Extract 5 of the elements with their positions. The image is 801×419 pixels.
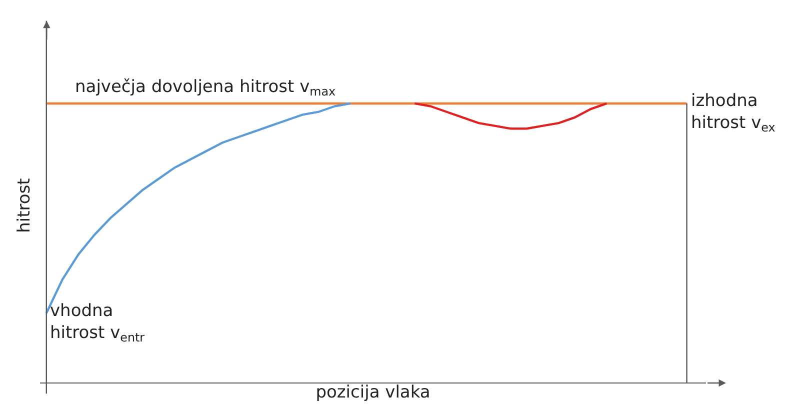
annotation: izhodna hitrost v$_{ex}$: [691, 91, 776, 135]
annotation: vhodna hitrost v$_{entr}$: [50, 301, 145, 345]
y-axis-title: hitrost: [14, 178, 35, 233]
text: največja dovoljena hitrost v$_{max}$: [75, 77, 336, 99]
x-axis-title: pozicija vlaka: [316, 382, 430, 402]
